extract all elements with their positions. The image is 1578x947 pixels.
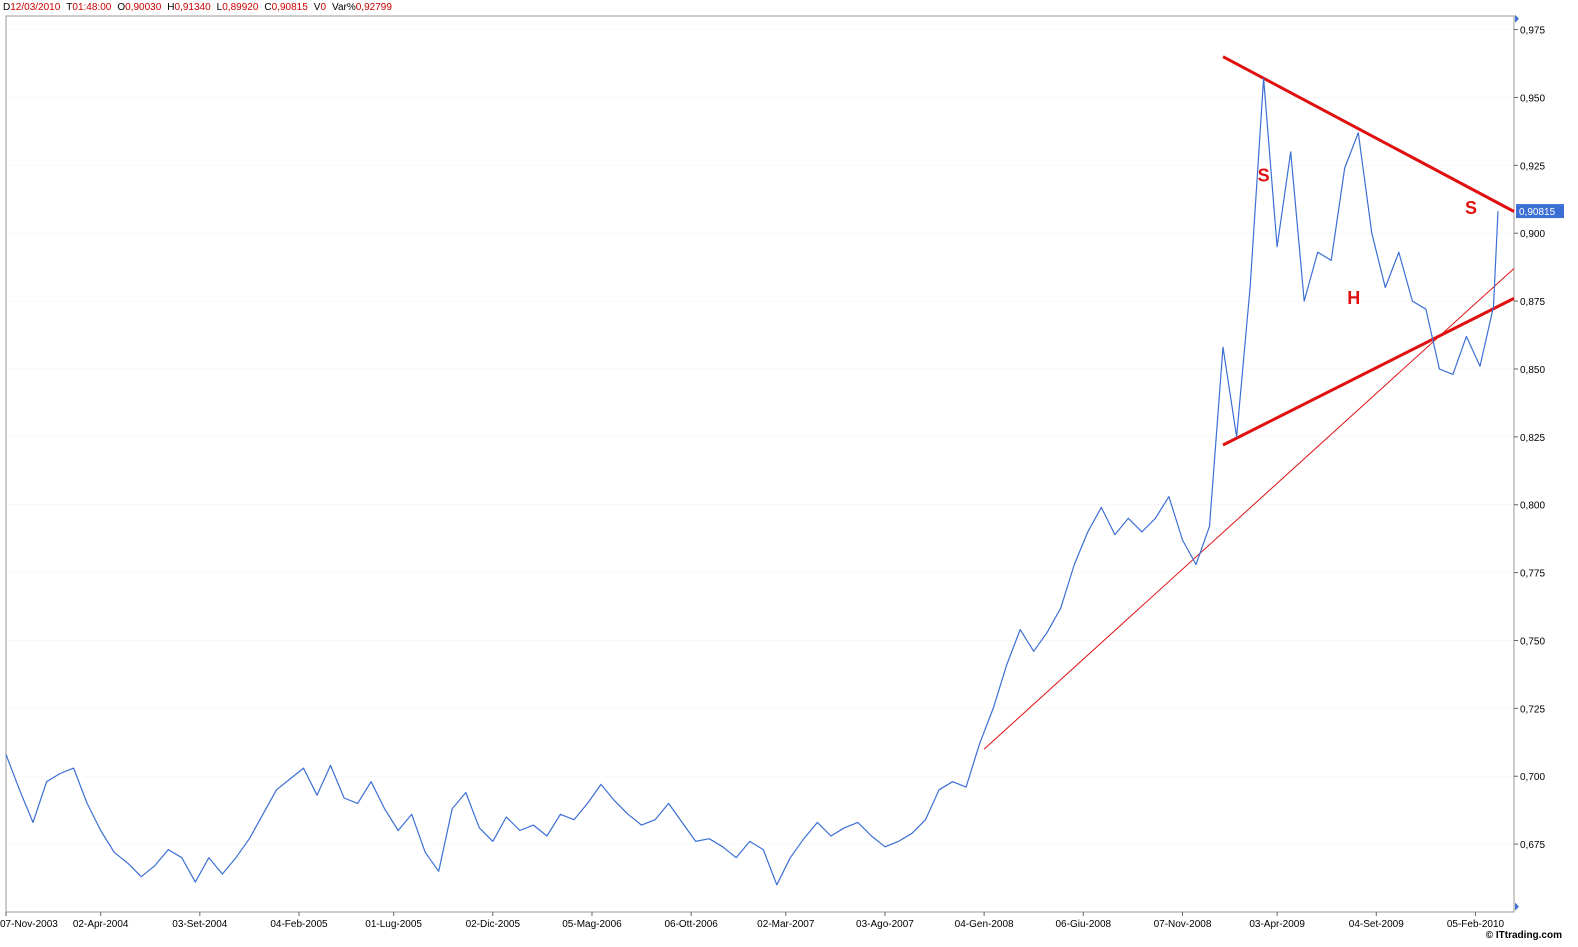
x-tick-label: 05-Mag-2006 — [562, 919, 622, 930]
x-tick-label: 04-Feb-2005 — [270, 919, 328, 930]
y-tick-label: 0,950 — [1520, 93, 1545, 104]
price-series — [5, 77, 1499, 886]
trendline-3 — [983, 268, 1515, 750]
header-key-1: T — [66, 2, 73, 13]
y-tick-label: 0,725 — [1520, 704, 1545, 715]
y-tick-label: 0,800 — [1520, 501, 1545, 512]
x-axis: 07-Nov-2003 02-Apr-2004 03-Set-2004 04-Feb-… — [0, 912, 1505, 930]
header-key-3: H — [167, 2, 175, 13]
x-tick-label: 03-Ago-2007 — [856, 919, 914, 930]
header-key-6: V — [313, 2, 321, 13]
last-value-badge: 0,90815 — [1516, 204, 1564, 219]
x-tick-label: 07-Nov-2003 — [0, 919, 58, 930]
header-key-4: L — [216, 2, 223, 13]
x-tick-label: 05-Feb-2010 — [1447, 919, 1505, 930]
pattern-label: S — [1465, 198, 1477, 218]
header-value-6: 0 — [320, 2, 327, 13]
y-tick-label: 0,900 — [1520, 229, 1545, 240]
x-tick-label: 01-Lug-2005 — [365, 919, 422, 930]
x-tick-label: 07-Nov-2008 — [1154, 919, 1212, 930]
header-value-7: 0,92799 — [355, 2, 392, 13]
y-tick-label: 0,675 — [1520, 840, 1545, 851]
x-tick-label: 03-Set-2004 — [172, 919, 227, 930]
last-value-box — [1516, 204, 1564, 219]
y-tick-label: 0,925 — [1520, 161, 1545, 172]
x-tick-label: 03-Apr-2009 — [1249, 919, 1305, 930]
y-tick-label: 0,875 — [1520, 297, 1545, 308]
x-tick-label: 06-Ott-2006 — [664, 919, 718, 930]
y-tick-label: 0,850 — [1520, 365, 1545, 376]
y-tick-label: 0,825 — [1520, 433, 1545, 444]
x-tick-label: 04-Gen-2008 — [955, 919, 1014, 930]
header-value-3: 0,91340 — [174, 2, 211, 13]
y-tick-label: 0,975 — [1520, 26, 1545, 37]
quote-header: D12/03/2010 T01:48:00 O0,90030 H0,91340 L0,8… — [3, 1, 398, 14]
x-tick-label: 02-Dic-2005 — [466, 919, 521, 930]
plot-area — [5, 15, 1515, 913]
header-key-5: C — [264, 2, 272, 13]
trendline-1 — [1222, 55, 1515, 213]
annotations: S H S — [1258, 166, 1477, 308]
last-value-label: 0,90815 — [1519, 207, 1556, 218]
y-tick-label: 0,700 — [1520, 772, 1545, 783]
x-tick-label: 06-Giu-2008 — [1056, 919, 1112, 930]
series-line — [5, 77, 1499, 886]
header-key-0: D — [3, 2, 11, 13]
pattern-label: H — [1347, 288, 1360, 308]
x-tick-label: 04-Set-2009 — [1349, 919, 1404, 930]
credit-text: © ITtrading.com — [1485, 930, 1562, 941]
header-key-2: O — [117, 2, 126, 13]
header-value-2: 0,90030 — [125, 2, 162, 13]
y-tick-label: 0,750 — [1520, 636, 1545, 647]
y-axis-bottom-marker — [1515, 902, 1519, 911]
pattern-label: S — [1258, 166, 1270, 186]
header-value-4: 0,89920 — [222, 2, 259, 13]
trendlines — [983, 55, 1515, 750]
y-tick-label: 0,775 — [1520, 569, 1545, 580]
header-value-5: 0,90815 — [271, 2, 308, 13]
y-axis: 0,675 0,700 0,725 0,750 0,775 0,800 0,825 0,850… — [1514, 14, 1545, 911]
x-tick-label: 02-Mar-2007 — [757, 919, 815, 930]
header-key-7: Var% — [332, 2, 356, 13]
y-axis-top-marker — [1515, 14, 1519, 23]
header-value-1: 01:48:00 — [72, 2, 112, 13]
x-tick-label: 02-Apr-2004 — [73, 919, 129, 930]
header-value-0: 12/03/2010 — [10, 2, 61, 13]
trendline-2 — [1222, 297, 1515, 447]
